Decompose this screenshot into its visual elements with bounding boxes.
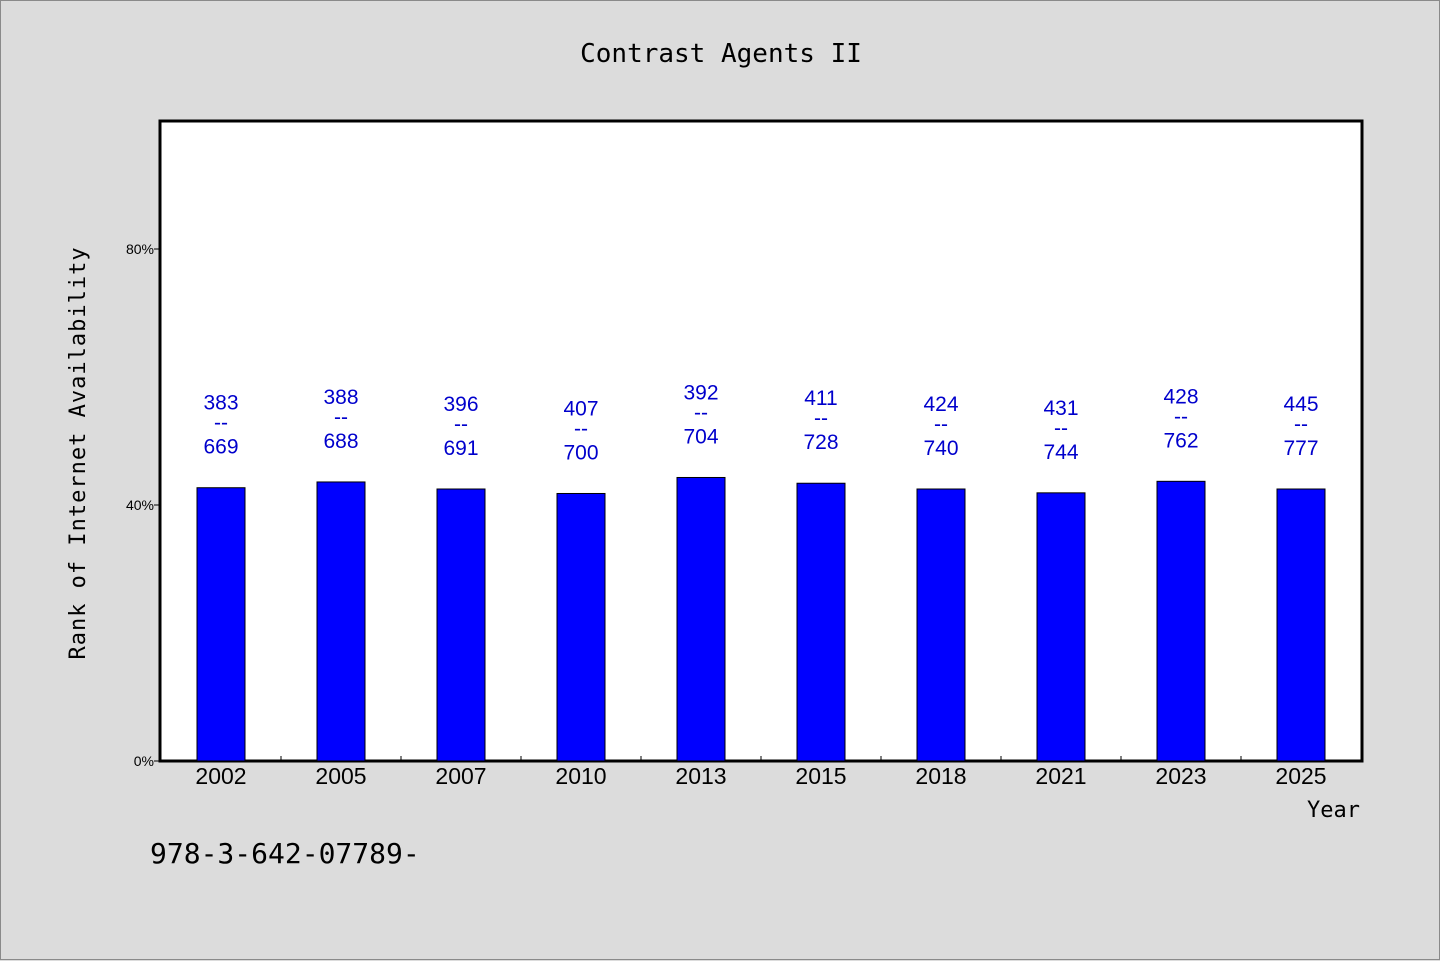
- bar-2015: [796, 482, 846, 762]
- bar-label-sep-2002: --: [214, 412, 228, 435]
- bar-label-sep-2018: --: [934, 413, 948, 436]
- bar-label-top-2018: 424: [923, 393, 958, 416]
- bar-2013: [676, 476, 726, 762]
- bar-label-top-2023: 428: [1163, 385, 1198, 408]
- bar-label-bottom-2007: 691: [443, 437, 478, 460]
- bar-label-top-2002: 383: [203, 392, 238, 415]
- x-tick-label-2002: 2002: [195, 763, 246, 789]
- y-tick-label-0: 0%: [134, 753, 154, 769]
- bar-label-top-2010: 407: [563, 397, 598, 420]
- bar-label-sep-2010: --: [574, 417, 588, 440]
- x-tick-label-2018: 2018: [915, 763, 966, 789]
- bar-label-sep-2025: --: [1294, 413, 1308, 436]
- y-tick-label-40: 40%: [126, 497, 154, 513]
- x-tick-label-2015: 2015: [795, 763, 846, 789]
- x-axis-label: Year: [1307, 798, 1360, 823]
- bar-label-bottom-2021: 744: [1043, 441, 1078, 464]
- bar-2021: [1036, 492, 1086, 762]
- bars-group: [196, 476, 1326, 762]
- x-tick-label-2025: 2025: [1275, 763, 1326, 789]
- bar-label-top-2007: 396: [443, 393, 478, 416]
- y-axis-label: Rank of Internet Availability: [66, 246, 91, 659]
- bar-label-sep-2013: --: [694, 401, 708, 424]
- bar-label-bottom-2005: 688: [323, 430, 358, 453]
- bar-label-bottom-2015: 728: [803, 431, 838, 454]
- x-axis-ticks: 2002 2005 2007 2010 2013 2015 2018 2021 2023 2025: [195, 756, 1327, 789]
- x-tick-label-2010: 2010: [555, 763, 606, 789]
- bar-2010: [556, 492, 606, 762]
- footnote-text: 978-3-642-07789-: [150, 837, 420, 870]
- bar-label-bottom-2010: 700: [563, 441, 598, 464]
- bar-label-bottom-2018: 740: [923, 437, 958, 460]
- x-tick-label-2007: 2007: [435, 763, 486, 789]
- bar-label-sep-2005: --: [334, 406, 348, 429]
- bar-label-top-2021: 431: [1043, 397, 1078, 420]
- bar-2025: [1276, 488, 1326, 762]
- chart-title: Contrast Agents II: [580, 39, 862, 69]
- y-tick-label-80: 80%: [126, 241, 154, 257]
- bar-label-sep-2023: --: [1174, 405, 1188, 428]
- x-tick-label-2021: 2021: [1035, 763, 1086, 789]
- bar-label-bottom-2025: 777: [1283, 437, 1318, 460]
- bar-label-bottom-2013: 704: [683, 425, 718, 448]
- bar-label-sep-2007: --: [454, 413, 468, 436]
- bar-label-sep-2015: --: [814, 407, 828, 430]
- x-tick-label-2013: 2013: [675, 763, 726, 789]
- bar-2005: [316, 481, 366, 762]
- bar-label-top-2025: 445: [1283, 393, 1318, 416]
- bar-2018: [916, 488, 966, 762]
- bar-2023: [1156, 480, 1206, 762]
- bar-2002: [196, 487, 246, 762]
- x-tick-label-2023: 2023: [1155, 763, 1206, 789]
- bar-2007: [436, 488, 486, 762]
- bar-label-top-2005: 388: [323, 386, 358, 409]
- bar-label-top-2013: 392: [683, 381, 718, 404]
- bar-label-top-2015: 411: [804, 387, 837, 410]
- bar-label-bottom-2002: 669: [203, 436, 238, 459]
- x-tick-label-2005: 2005: [315, 763, 366, 789]
- y-axis-ticks: 0% 40% 80%: [126, 241, 161, 769]
- bar-label-sep-2021: --: [1054, 417, 1068, 440]
- bar-labels-group: 383--669388--688396--691407--700392--704…: [203, 381, 1318, 464]
- bar-label-bottom-2023: 762: [1163, 429, 1198, 452]
